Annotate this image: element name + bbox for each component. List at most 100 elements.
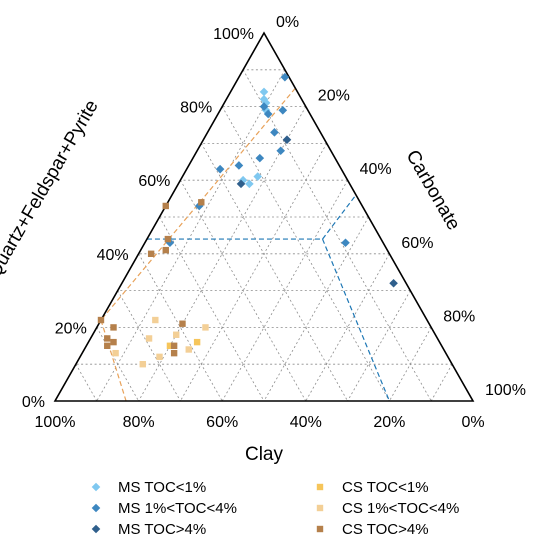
grid-line-carbonate [180,143,328,402]
legend: MS TOC<1% MS 1%<TOC<4% MS TOC>4% CS TOC<1% C… [91,479,459,538]
grid-line-clay [200,143,348,402]
data-point [259,87,269,97]
data-points [97,72,398,368]
grid-line-carbonate [389,327,432,402]
legend-label: MS TOC>4% [118,521,206,538]
data-point [152,316,159,324]
grid-line-clay [75,364,98,402]
data-point [110,338,117,346]
data-point [110,324,117,331]
legend-marker [91,482,101,492]
left-tick-label: 100% [213,26,254,43]
left-tick-label: 80% [180,100,212,117]
data-point [165,238,175,248]
left-tick-label: 20% [55,320,87,337]
grid-line-carbonate [430,364,453,402]
data-point [270,128,279,137]
bottom-tick-label: 0% [461,414,484,431]
guide-line [100,87,296,321]
data-point [162,246,169,254]
data-point [215,164,225,174]
legend-label: MS TOC<1% [118,479,206,496]
grid-line-clay [117,290,181,402]
data-point [194,201,204,211]
bottom-tick-label: 60% [206,414,238,431]
data-point [104,335,111,342]
data-point [253,172,263,181]
guide-line [322,194,357,240]
guide-line [321,238,390,402]
grid-line-carbonate [263,216,369,402]
triangle-frame [53,31,475,402]
data-point [112,349,119,357]
data-point [170,342,178,349]
grid-line-carbonate [96,69,286,402]
data-point [282,135,292,145]
legend-label: MS 1%<TOC<4% [118,500,237,517]
data-point [145,335,153,342]
data-point [341,238,350,248]
data-point [166,342,174,349]
data-point [202,324,209,331]
bottom-tick-label: 100% [35,414,76,431]
legend-marker [316,504,324,512]
grid-line-clay [159,216,265,402]
left-tick-label: 40% [97,247,129,264]
data-point [255,153,265,163]
bottom-tick-label: 20% [373,414,405,431]
grid-line-clay [138,253,223,402]
legend-label: CS TOC>4% [342,521,429,538]
data-point [280,72,290,82]
right-tick-label: 80% [443,308,475,325]
right-tick-label: 100% [485,382,526,399]
guide-line [100,319,127,402]
legend-label: CS 1%<TOC<4% [342,500,459,517]
right-tick-label: 40% [360,161,392,178]
data-point [238,175,248,185]
right-axis-title: Carbonate [401,147,464,234]
grid-line-clay [96,327,139,402]
grid-lines [75,69,453,402]
legend-marker [316,525,324,533]
bottom-tick-label: 40% [290,414,322,431]
bottom-axis-title: Clay [245,444,284,465]
grid-line-clay [242,69,432,402]
data-point [263,109,273,119]
data-point [278,105,288,115]
data-point [259,102,269,111]
left-axis-title: Quartz+Feldspar+Pyrite [0,97,103,282]
right-tick-label: 0% [276,14,299,31]
data-point [236,179,246,189]
legend-marker [91,503,101,513]
right-tick-label: 20% [318,88,350,105]
data-point [97,316,105,324]
data-point [389,278,398,288]
data-point [147,250,155,257]
left-tick-label: 0% [22,394,45,411]
data-point [173,331,180,338]
legend-marker [91,524,101,534]
data-point [245,179,254,189]
triangle-outline [53,31,475,402]
data-point [179,320,186,327]
tick-labels: 0%20%40%60%80%100%0%20%40%60%80%100%100%… [22,14,526,431]
data-point [162,202,169,210]
legend-marker [316,483,324,491]
left-tick-label: 60% [138,173,170,190]
data-point [104,342,111,349]
data-point [234,161,244,170]
grid-line-carbonate [305,253,390,402]
guide-lines [54,87,390,402]
data-point [185,346,192,353]
data-point [156,353,163,361]
data-point [170,349,178,357]
grid-line-carbonate [347,290,411,402]
data-point [193,338,201,346]
data-point [198,199,205,206]
right-tick-label: 60% [401,235,433,252]
data-point [164,235,172,243]
bottom-tick-label: 80% [123,414,155,431]
legend-label: CS TOC<1% [342,479,429,496]
data-point [276,146,286,156]
